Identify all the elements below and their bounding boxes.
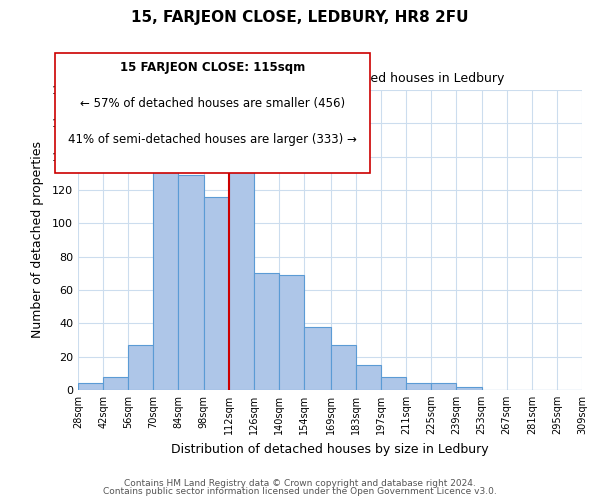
Text: 15, FARJEON CLOSE, LEDBURY, HR8 2FU: 15, FARJEON CLOSE, LEDBURY, HR8 2FU xyxy=(131,10,469,25)
Y-axis label: Number of detached properties: Number of detached properties xyxy=(31,142,44,338)
Text: ← 57% of detached houses are smaller (456): ← 57% of detached houses are smaller (45… xyxy=(80,98,345,110)
X-axis label: Distribution of detached houses by size in Ledbury: Distribution of detached houses by size … xyxy=(171,442,489,456)
Bar xyxy=(178,175,203,390)
Bar xyxy=(431,384,457,390)
Text: 41% of semi-detached houses are larger (333) →: 41% of semi-detached houses are larger (… xyxy=(68,134,357,146)
Bar xyxy=(78,384,103,390)
Text: 15 FARJEON CLOSE: 115sqm: 15 FARJEON CLOSE: 115sqm xyxy=(120,62,305,74)
Text: Contains HM Land Registry data © Crown copyright and database right 2024.: Contains HM Land Registry data © Crown c… xyxy=(124,478,476,488)
Bar xyxy=(103,376,128,390)
Bar xyxy=(279,275,304,390)
Bar xyxy=(203,196,229,390)
Bar xyxy=(304,326,331,390)
Bar xyxy=(128,345,154,390)
Bar xyxy=(154,146,178,390)
Bar xyxy=(381,376,406,390)
Text: Contains public sector information licensed under the Open Government Licence v3: Contains public sector information licen… xyxy=(103,487,497,496)
Bar xyxy=(331,345,356,390)
Bar xyxy=(229,155,254,390)
Title: Size of property relative to detached houses in Ledbury: Size of property relative to detached ho… xyxy=(156,72,504,85)
Bar xyxy=(457,386,482,390)
Bar xyxy=(406,384,431,390)
Bar xyxy=(254,274,279,390)
Bar xyxy=(356,365,381,390)
